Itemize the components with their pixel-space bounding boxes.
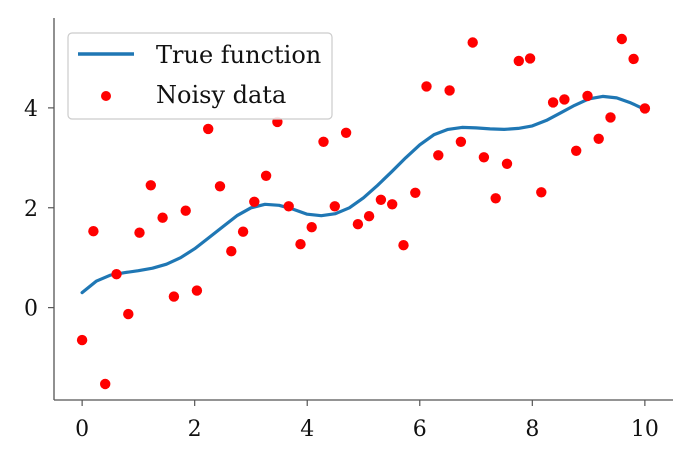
- noisy-data-point: [203, 123, 214, 135]
- noisy-data-point: [306, 222, 317, 233]
- noisy-data-point: [639, 103, 651, 114]
- noisy-data-point: [295, 239, 306, 250]
- noisy-data-point: [180, 205, 191, 216]
- true-function-series: [80, 94, 647, 295]
- noisy-data-point: [524, 53, 536, 64]
- noisy-data-point: [582, 90, 593, 102]
- noisy-data-point: [363, 211, 375, 222]
- plot-area: [76, 33, 651, 390]
- noisy-data-point: [214, 181, 226, 192]
- noisy-data-point: [559, 94, 570, 105]
- noisy-data-point: [249, 196, 260, 207]
- noisy-data-point: [88, 226, 99, 237]
- noisy-data-point: [375, 194, 387, 205]
- noisy-data-point: [76, 334, 88, 346]
- y-tick-label: 4: [24, 97, 38, 122]
- noisy-data-point: [387, 199, 398, 210]
- noisy-data-point: [571, 145, 582, 156]
- x-tick-label: 6: [413, 417, 427, 442]
- noisy-data-point: [352, 219, 364, 230]
- true-function-line: [80, 94, 647, 295]
- y-axis-ticks: 0 2 4: [24, 97, 54, 322]
- noisy-data-point: [283, 201, 294, 212]
- noisy-data-point: [421, 81, 432, 92]
- noisy-data-point: [398, 240, 409, 251]
- x-tick-label: 0: [75, 417, 89, 442]
- noisy-data-point: [134, 227, 145, 238]
- noisy-data-point: [605, 112, 616, 123]
- noisy-data-point: [111, 269, 122, 280]
- noisy-data-point: [145, 180, 156, 191]
- legend-dot-swatch: [101, 91, 111, 101]
- x-tick-label: 4: [300, 417, 314, 442]
- noisy-data-point: [226, 246, 237, 257]
- noisy-data-point: [490, 193, 501, 204]
- noisy-data-point: [467, 37, 478, 48]
- legend-label-true-function: True function: [156, 41, 321, 69]
- x-tick-label: 10: [631, 417, 659, 442]
- noisy-data-point: [628, 53, 639, 65]
- noisy-data-point: [410, 187, 421, 198]
- x-axis-ticks: 0 2 4 6 8 10: [75, 400, 659, 442]
- noisy-data-point: [455, 136, 467, 147]
- noisy-data-point: [593, 133, 604, 144]
- noisy-data-point: [433, 150, 444, 161]
- x-tick-label: 2: [188, 417, 202, 442]
- noisy-data-point: [478, 152, 490, 163]
- noisy-data-point: [260, 170, 272, 181]
- noisy-data-point: [444, 85, 455, 96]
- axes: 0 2 4 6 8 10 0 2 4: [24, 18, 673, 442]
- noisy-data-point: [157, 212, 168, 223]
- noisy-data-point: [536, 187, 547, 198]
- noisy-data-point: [547, 97, 559, 108]
- x-tick-label: 8: [525, 417, 539, 442]
- noisy-data-point: [318, 136, 329, 147]
- legend-label-noisy-data: Noisy data: [156, 81, 286, 109]
- noisy-data-point: [616, 33, 627, 45]
- noisy-data-series: [76, 33, 651, 390]
- noisy-data-point: [237, 226, 249, 237]
- noisy-data-point: [123, 308, 134, 320]
- noisy-data-point: [329, 201, 340, 212]
- noisy-data-point: [513, 55, 524, 67]
- y-tick-label: 2: [24, 197, 38, 222]
- noisy-data-point: [168, 291, 180, 302]
- y-tick-label: 0: [24, 297, 38, 322]
- noisy-data-point: [100, 378, 111, 390]
- legend: True function Noisy data: [67, 32, 333, 120]
- noisy-data-point: [340, 127, 352, 138]
- noisy-data-point: [191, 285, 203, 296]
- noisy-data-point: [501, 158, 513, 169]
